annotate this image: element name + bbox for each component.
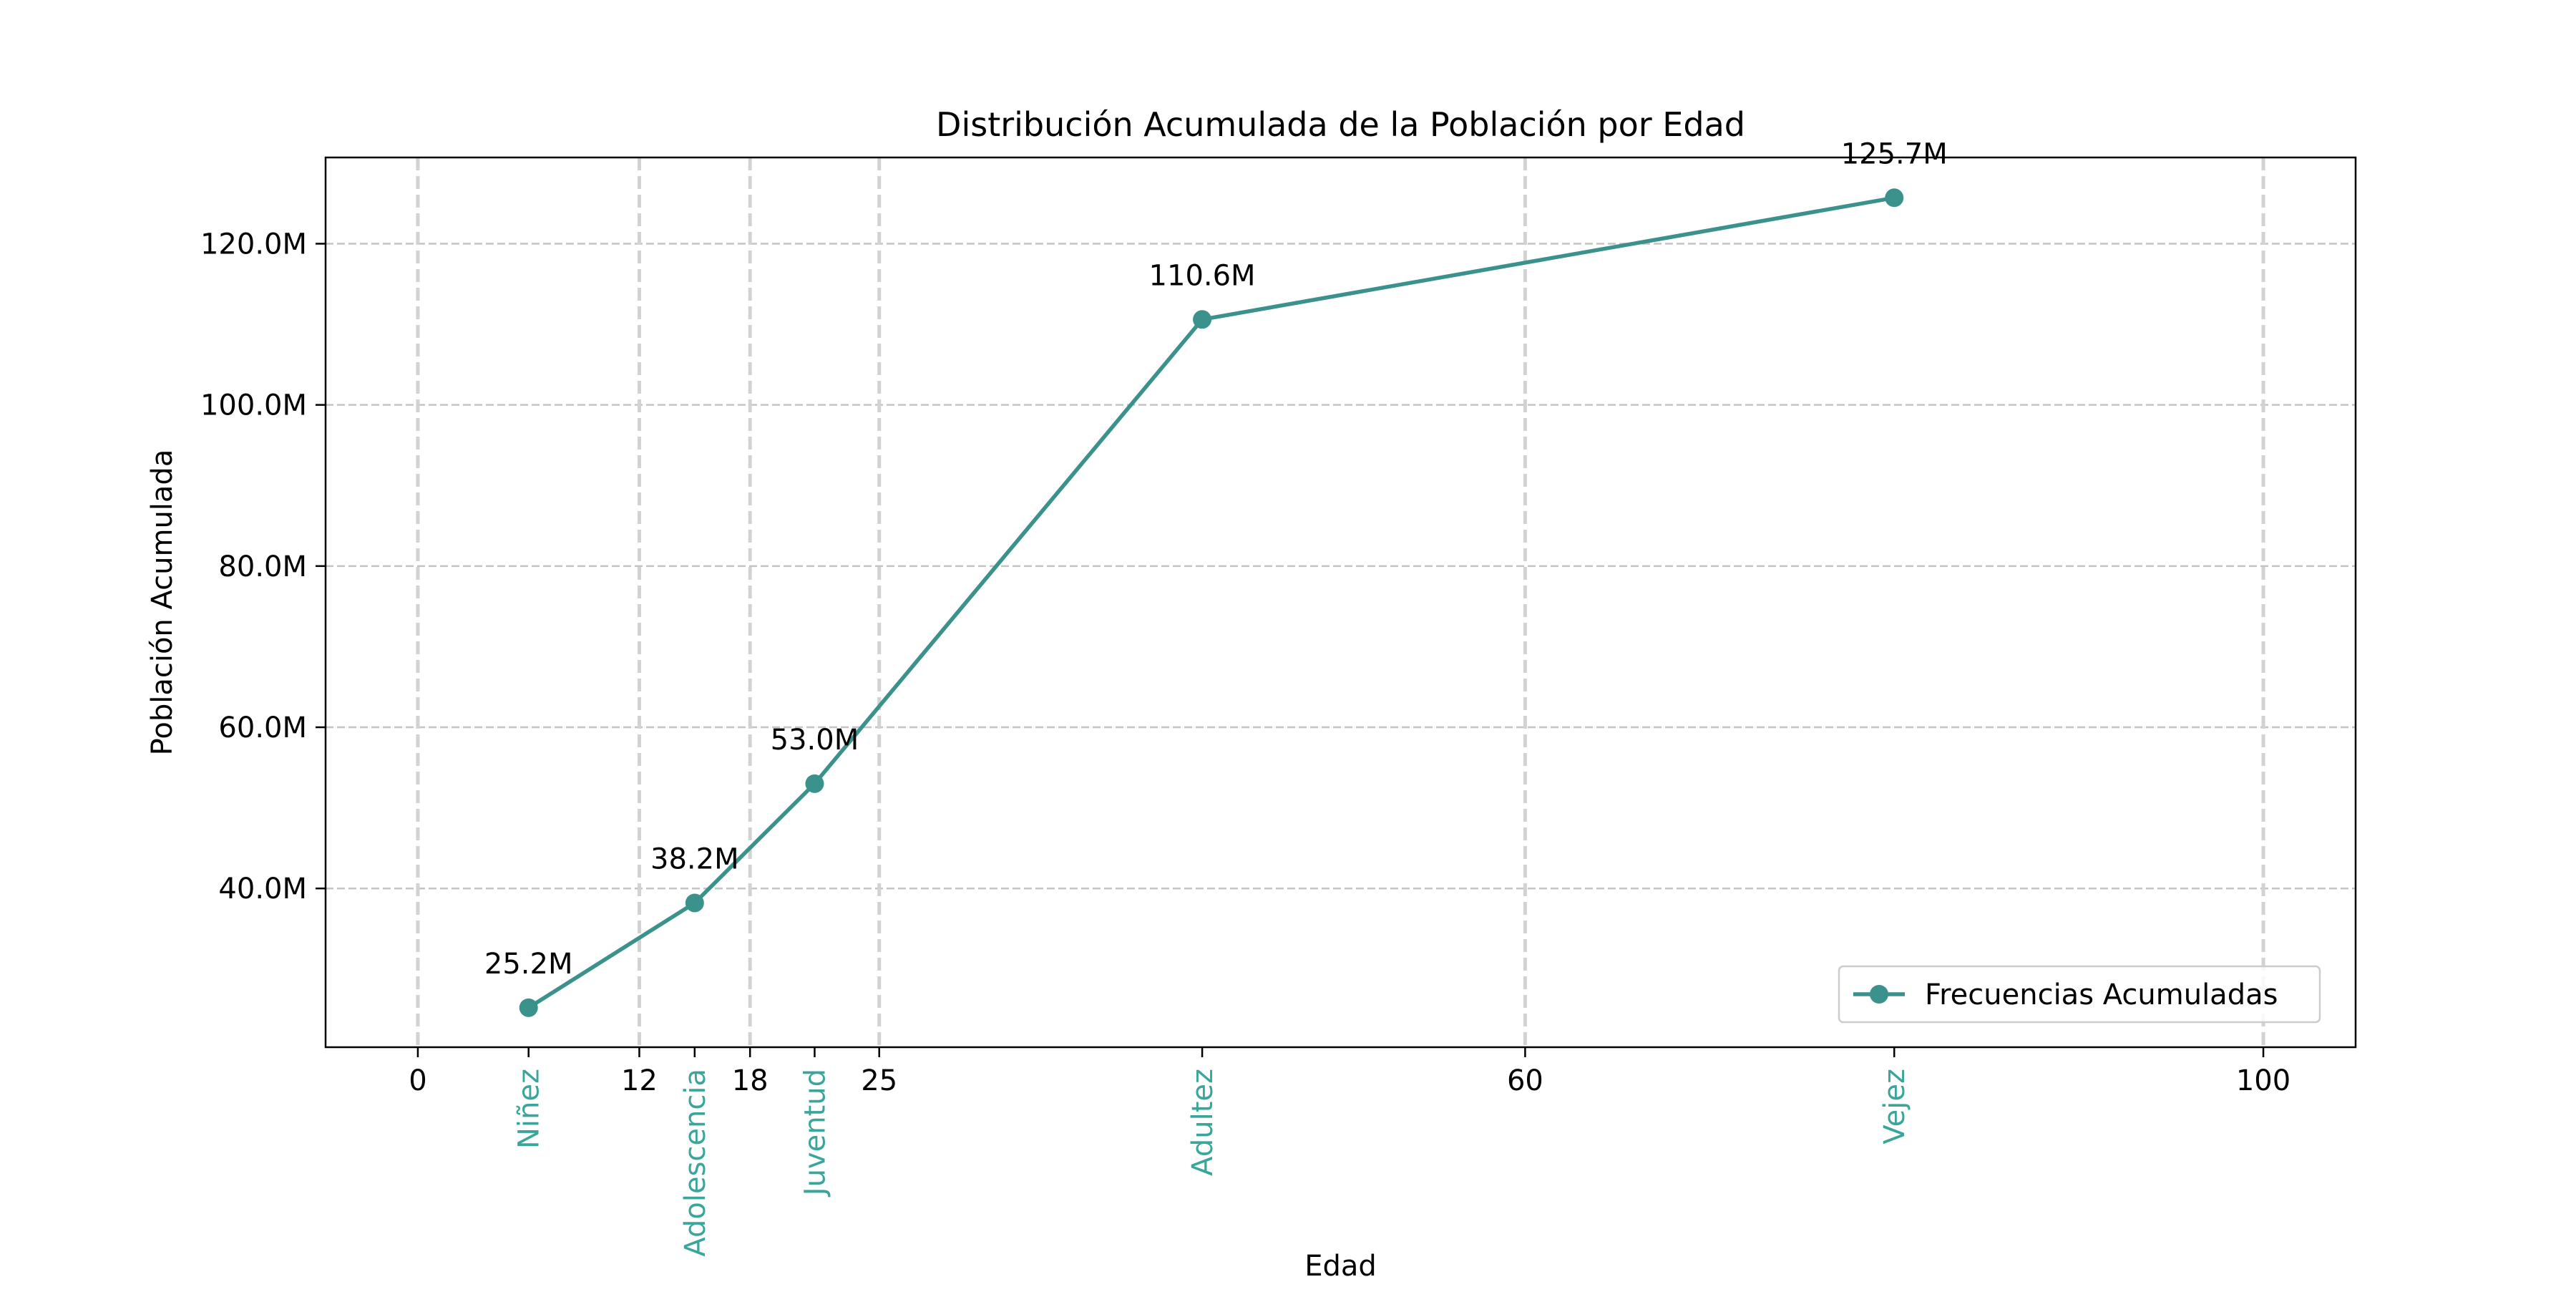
data-point <box>805 774 824 793</box>
group-label: Adultez <box>1186 1069 1219 1176</box>
x-tick-label: 60 <box>1507 1064 1543 1097</box>
x-tick-label: 0 <box>409 1064 426 1097</box>
x-tick-label: 100 <box>2236 1064 2290 1097</box>
legend-marker <box>1870 985 1888 1004</box>
x-tick-label: 25 <box>861 1064 897 1097</box>
data-label: 25.2M <box>484 948 573 981</box>
data-label: 125.7M <box>1841 137 1948 170</box>
y-tick-label: 80.0M <box>218 550 307 583</box>
data-label: 38.2M <box>650 842 739 875</box>
group-label: Adolescencia <box>679 1069 712 1257</box>
x-tick-label: 12 <box>621 1064 658 1097</box>
y-tick-label: 100.0M <box>200 389 307 422</box>
data-label: 53.0M <box>771 724 859 757</box>
x-tick-label: 18 <box>732 1064 769 1097</box>
group-label: Vejez <box>1878 1069 1911 1145</box>
data-point <box>685 893 704 913</box>
x-axis-label: Edad <box>1304 1250 1377 1283</box>
y-tick-label: 120.0M <box>200 228 307 261</box>
plot-frame <box>324 156 2357 1049</box>
y-tick-label: 60.0M <box>218 711 307 744</box>
legend-label: Frecuencias Acumuladas <box>1925 978 2278 1011</box>
group-label: Niñez <box>513 1069 546 1149</box>
data-point <box>1885 188 1904 208</box>
data-point <box>519 998 538 1017</box>
data-point <box>1193 310 1212 329</box>
chart-title: Distribución Acumulada de la Población p… <box>936 105 1745 144</box>
legend-box <box>1838 965 2321 1024</box>
y-axis-label: Población Acumulada <box>146 450 179 756</box>
y-tick-label: 40.0M <box>218 873 307 905</box>
data-label: 110.6M <box>1149 259 1256 292</box>
group-label: Juventud <box>799 1069 831 1198</box>
